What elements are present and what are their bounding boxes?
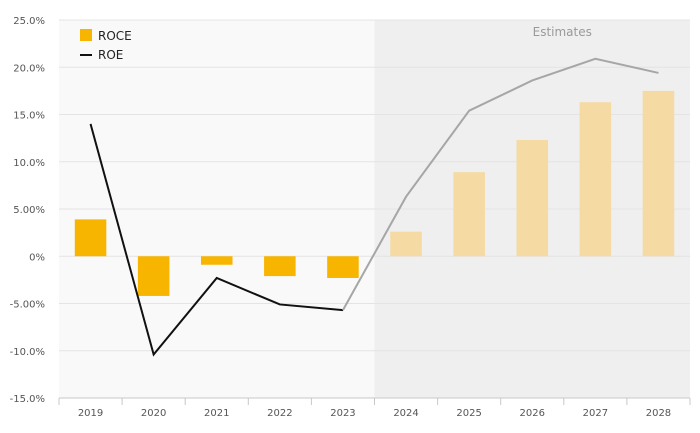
y-tick-label: 25.0% — [13, 16, 45, 27]
roce-bar — [264, 256, 296, 277]
legend-swatch-roce — [80, 29, 92, 41]
roce-bar — [200, 256, 233, 265]
x-axis: 2019 2020 2021 2022 2023 2024 2025 2026 2027 2028 — [58, 397, 691, 419]
legend-label-roce: ROCE — [98, 29, 132, 43]
x-tick-label: 2020 — [141, 408, 166, 419]
estimates-label: Estimates — [533, 25, 592, 39]
roce-bar — [579, 102, 612, 257]
roe-line-actual — [89, 123, 344, 357]
roe-line-estimate — [342, 57, 659, 311]
roe-line — [89, 57, 659, 357]
roce-bar — [74, 219, 107, 257]
roce-bar — [137, 256, 170, 296]
x-tick-label: 2019 — [78, 408, 103, 419]
legend: ROCE ROE — [80, 29, 132, 62]
roce-bar — [327, 256, 359, 278]
x-tick-label: 2024 — [393, 408, 418, 419]
x-tick-label: 2025 — [456, 408, 481, 419]
x-tick-label: 2022 — [267, 408, 292, 419]
roce-bar — [642, 90, 675, 257]
x-tick-label: 2028 — [646, 408, 671, 419]
x-tick-label: 2023 — [330, 408, 355, 419]
x-tick-label: 2026 — [520, 408, 545, 419]
x-tick-label: 2027 — [583, 408, 608, 419]
y-tick-label: -10.0% — [10, 347, 45, 358]
y-tick-label: 15.0% — [13, 111, 45, 122]
y-tick-label: -15.0% — [10, 394, 45, 405]
legend-label-roe: ROE — [98, 48, 123, 62]
y-tick-label: 5.00% — [13, 205, 45, 216]
y-tick-label: 0% — [29, 252, 45, 263]
y-tick-label: 20.0% — [13, 63, 45, 74]
roce-bar — [453, 172, 485, 257]
roce-bar — [390, 231, 422, 257]
y-tick-label: -5.00% — [10, 300, 45, 311]
roce-bar — [516, 140, 549, 257]
y-tick-label: 10.0% — [13, 158, 45, 169]
roce-bars — [74, 90, 675, 296]
x-tick-label: 2021 — [204, 408, 229, 419]
y-axis: -15.0% -10.0% -5.00% 0% 5.00% 10.0% 15.0% 20.0%… — [10, 16, 45, 405]
